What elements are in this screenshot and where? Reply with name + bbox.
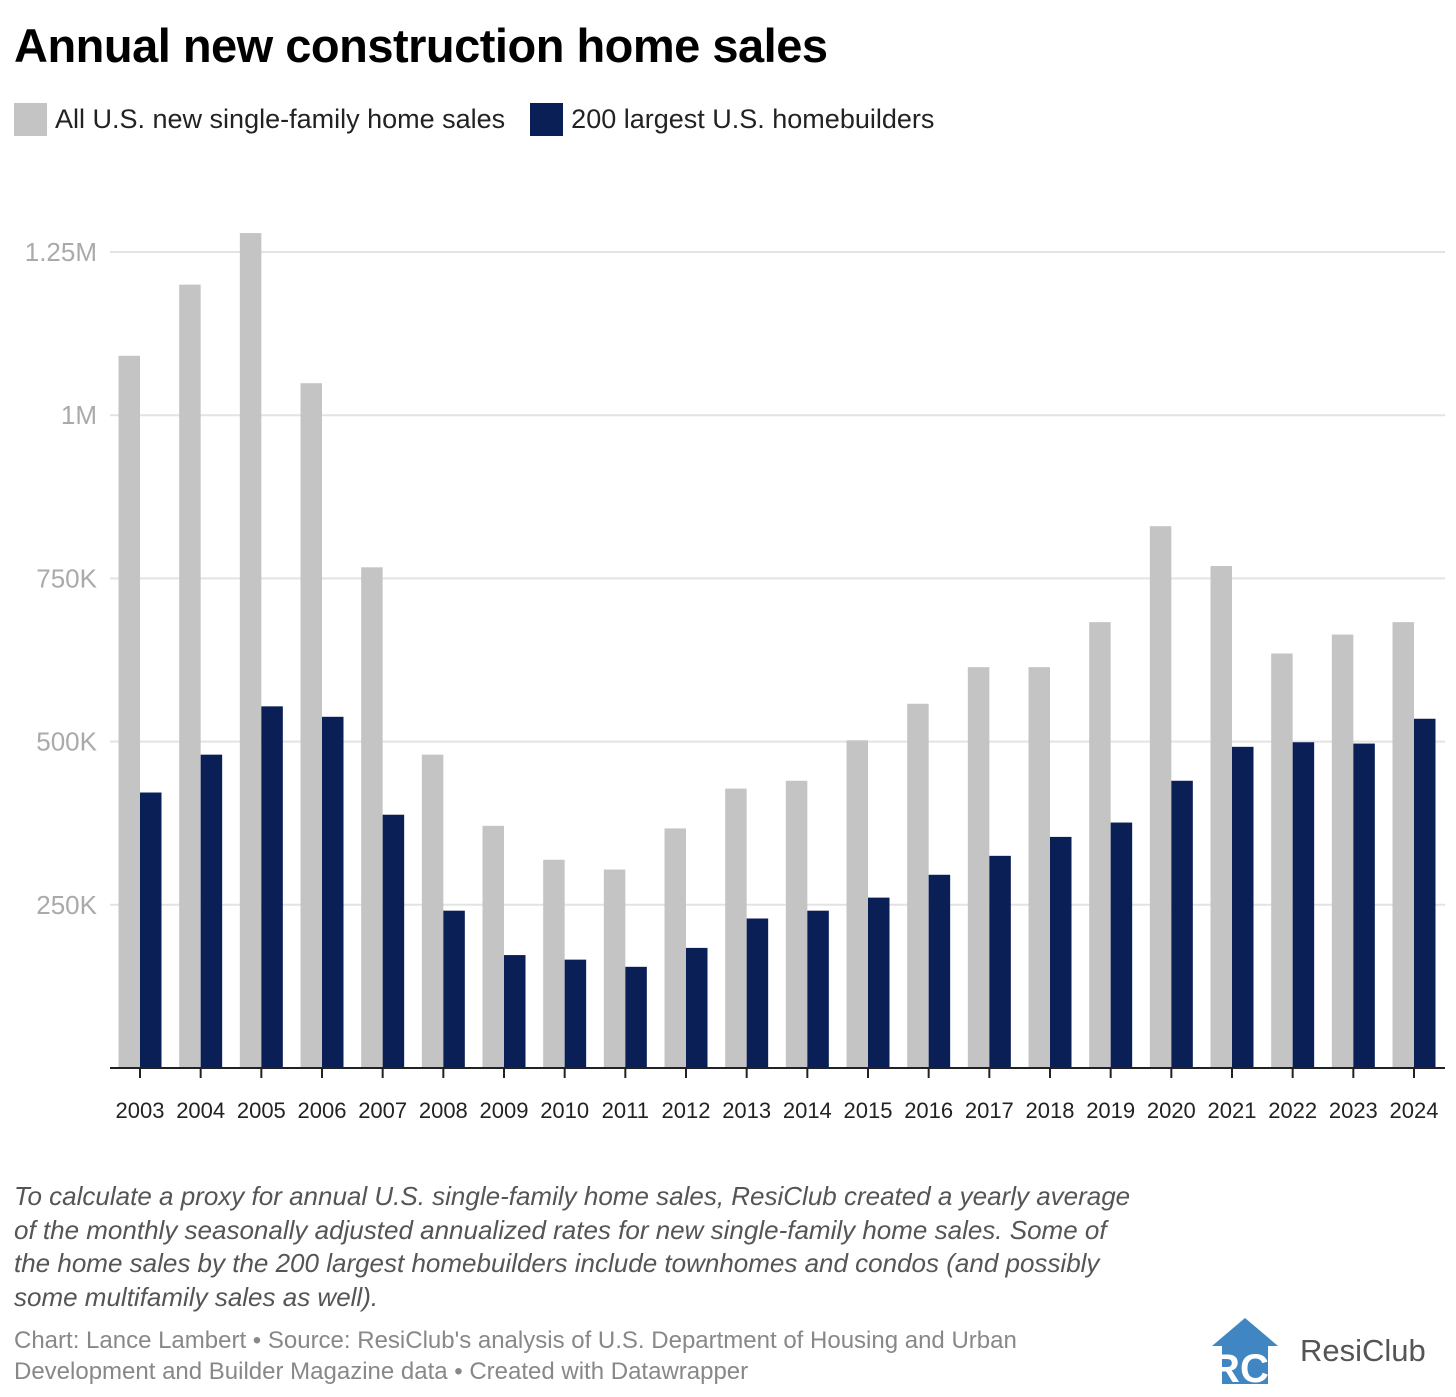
bar-top-builders-2015 [868, 897, 890, 1068]
bar-all-sales-2013 [725, 788, 747, 1068]
x-tick-label: 2016 [904, 1098, 953, 1123]
bar-top-builders-2008 [443, 910, 465, 1068]
x-tick-label: 2008 [419, 1098, 468, 1123]
bar-all-sales-2016 [907, 703, 929, 1068]
bar-top-builders-2020 [1171, 780, 1193, 1068]
x-tick-label: 2005 [237, 1098, 286, 1123]
bar-top-builders-2022 [1292, 742, 1315, 1068]
legend-swatch-gray [14, 103, 47, 136]
bar-top-builders-2010 [564, 959, 587, 1068]
bar-all-sales-2017 [967, 667, 990, 1068]
bar-chart: 250K 500K 750K 1M 1.25M 2003 2004 2005 2006 2007 2… [25, 233, 1445, 1123]
bar-all-sales-2009 [482, 825, 504, 1068]
bar-all-sales-2003 [118, 355, 140, 1069]
bar-all-sales-2014 [785, 780, 808, 1068]
bar-top-builders-2023 [1353, 743, 1375, 1068]
bar-top-builders-2003 [140, 792, 162, 1068]
chart-title: Annual new construction home sales [14, 19, 828, 72]
x-tick-label: 2010 [540, 1098, 589, 1123]
x-tick-label: 2003 [116, 1098, 165, 1123]
bar-all-sales-2004 [179, 284, 201, 1068]
bar-top-builders-2004 [200, 754, 223, 1068]
chart-notes: To calculate a proxy for annual U.S. sin… [14, 1181, 1131, 1312]
y-tick-label: 250K [36, 890, 97, 920]
y-tick-label: 500K [36, 727, 97, 757]
y-tick-label: 1.25M [25, 237, 97, 267]
legend-label: All U.S. new single-family home sales [55, 104, 506, 134]
legend-swatch-navy [530, 103, 564, 136]
logo-name: ResiClub [1300, 1333, 1426, 1368]
bar-top-builders-2013 [746, 918, 769, 1068]
bar-all-sales-2021 [1210, 565, 1232, 1068]
bar-all-sales-2019 [1089, 622, 1111, 1068]
bar-all-sales-2018 [1028, 667, 1050, 1068]
bar-all-sales-2008 [421, 754, 444, 1068]
x-tick-label: 2019 [1086, 1098, 1135, 1123]
bar-top-builders-2021 [1232, 746, 1254, 1068]
legend-item-top-builders: 200 largest U.S. homebuilders [530, 103, 934, 136]
x-tick-label: 2014 [783, 1098, 832, 1123]
y-tick-label: 1M [61, 400, 97, 430]
x-tick-label: 2017 [965, 1098, 1014, 1123]
bar-top-builders-2011 [625, 966, 647, 1068]
svg-text:R: R [1211, 1347, 1240, 1386]
x-tick-label: 2013 [722, 1098, 771, 1123]
x-tick-label: 2023 [1329, 1098, 1378, 1123]
bar-all-sales-2011 [603, 869, 626, 1068]
bar-top-builders-2016 [928, 874, 951, 1068]
legend-item-all-sales: All U.S. new single-family home sales [14, 103, 505, 136]
bar-top-builders-2007 [382, 814, 405, 1068]
bar-top-builders-2006 [322, 716, 344, 1068]
y-tick-label: 750K [36, 563, 97, 593]
bar-top-builders-2024 [1414, 718, 1436, 1068]
chart-credit: Chart: Lance Lambert • Source: ResiClub'… [14, 1327, 1017, 1385]
bar-top-builders-2014 [807, 910, 829, 1068]
bar-all-sales-2005 [239, 233, 262, 1069]
bar-all-sales-2012 [664, 828, 686, 1068]
x-tick-label: 2020 [1147, 1098, 1196, 1123]
bar-all-sales-2015 [846, 740, 868, 1068]
resiclub-logo-icon: R C [1211, 1318, 1278, 1386]
bar-top-builders-2012 [686, 947, 708, 1068]
bar-top-builders-2019 [1110, 822, 1133, 1068]
legend-label: 200 largest U.S. homebuilders [571, 104, 935, 134]
x-tick-label: 2007 [358, 1098, 407, 1123]
bar-all-sales-2006 [300, 383, 322, 1069]
bar-top-builders-2005 [261, 706, 283, 1068]
resiclub-logo: R C ResiClub [1210, 1316, 1426, 1386]
bar-top-builders-2018 [1050, 836, 1072, 1068]
bar-all-sales-2024 [1392, 622, 1414, 1068]
x-tick-label: 2012 [662, 1098, 711, 1123]
x-tick-label: 2009 [480, 1098, 529, 1123]
bar-all-sales-2010 [543, 859, 565, 1068]
legend: All U.S. new single-family home sales 20… [14, 103, 959, 136]
x-tick-label: 2024 [1390, 1098, 1439, 1123]
bar-top-builders-2017 [989, 855, 1011, 1068]
bar-all-sales-2023 [1331, 634, 1354, 1068]
x-tick-label: 2011 [602, 1098, 649, 1123]
bar-top-builders-2009 [504, 955, 526, 1068]
bar-all-sales-2020 [1149, 526, 1172, 1068]
x-tick-label: 2015 [844, 1098, 893, 1123]
x-tick-label: 2018 [1026, 1098, 1075, 1123]
svg-text:C: C [1240, 1347, 1269, 1386]
x-tick-label: 2006 [298, 1098, 347, 1123]
x-tick-label: 2021 [1208, 1098, 1257, 1123]
x-tick-label: 2004 [176, 1098, 225, 1123]
bar-all-sales-2007 [361, 567, 383, 1068]
x-tick-label: 2022 [1268, 1098, 1317, 1123]
bar-all-sales-2022 [1271, 653, 1293, 1068]
